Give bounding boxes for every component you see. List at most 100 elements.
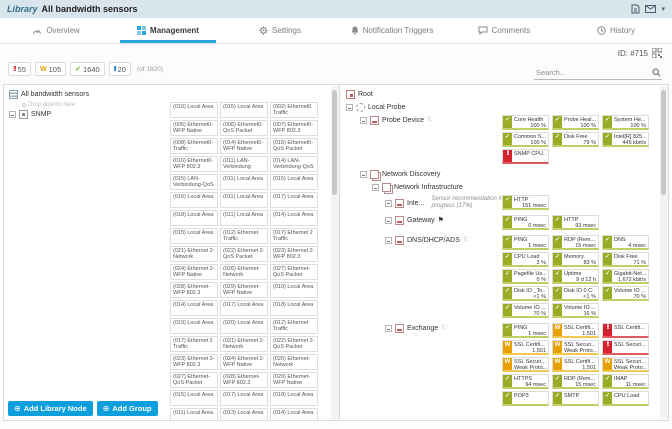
chevron-down-icon[interactable]: ▾ <box>661 5 665 13</box>
sensor-chip[interactable]: SSL Certifi... <box>602 323 649 338</box>
sensor-chip[interactable]: SSL Certifi... 1,501 <box>502 340 549 355</box>
sensor-chip[interactable]: Disk IO _To... <1 % <box>502 286 549 301</box>
linked-sensor-cell[interactable]: (024) Ethernet 2-WFP Native <box>220 354 268 370</box>
sensor-chip[interactable]: CPU Load 3 % <box>502 252 549 267</box>
sensor-chip[interactable]: PING 1 msec <box>502 323 549 338</box>
linked-sensor-cell[interactable]: (015) Local Area <box>270 174 318 190</box>
status-pill-warning[interactable]: W 105 <box>35 62 67 76</box>
sensor-chip[interactable]: System He... 100 % <box>602 115 649 130</box>
linked-sensor-cell[interactable]: (015) Local Area <box>220 102 268 118</box>
linked-sensor-cell[interactable]: (028) Ethernet-WFP 802.3 <box>170 282 218 298</box>
sensor-chip[interactable]: Disk IO 0 C: <1 % <box>552 286 599 301</box>
linked-sensor-cell[interactable]: (007) Ethernet0-WFP 802.3 <box>270 120 318 136</box>
sensor-chip[interactable]: Pagefile Us... 0 % <box>502 269 549 284</box>
sensor-chip[interactable]: Uptime 9 d 12 h <box>552 269 599 284</box>
tab-comments[interactable]: Comments <box>448 18 560 43</box>
linked-sensor-cell[interactable]: (023) Ethernet 2-WFP 802.3 <box>270 246 318 262</box>
linked-sensor-cell[interactable]: (014) Ethernet0-WFP Native <box>220 138 268 154</box>
library-root-node[interactable]: All bandwidth sensors <box>9 89 339 100</box>
left-scrollbar[interactable] <box>331 86 339 419</box>
linked-sensor-cell[interactable]: (006) Ethernet0-QoS Packet <box>220 120 268 136</box>
linked-sensor-cell[interactable]: (010) Local Area <box>270 282 318 298</box>
tab-notification-triggers[interactable]: Notification Triggers <box>336 18 448 43</box>
linked-sensor-cell[interactable]: (011) Local Area <box>170 408 218 420</box>
tab-management[interactable]: Management <box>112 18 224 43</box>
linked-sensor-cell[interactable]: (005) Ethernet0-WFP Native <box>170 120 218 136</box>
flag-icon[interactable] <box>441 325 447 332</box>
sensor-chip[interactable]: Disk Free 71 % <box>602 252 649 267</box>
drop-target-hint[interactable]: Drop objects here <box>9 100 339 109</box>
tree-node-label[interactable]: Local Probe <box>368 104 406 111</box>
linked-sensor-cell[interactable]: (024) Ethernet 2-WFP Native <box>170 264 218 280</box>
sensor-chip[interactable]: Common S... 100 % <box>502 132 549 147</box>
linked-sensor-cell[interactable]: (027) Ethernet-QoS Packet <box>270 264 318 280</box>
linked-sensor-cell[interactable]: (028) Ethernet-WFP 802.3 <box>220 372 268 388</box>
linked-sensor-cell[interactable]: (027) Ethernet-QoS Packet <box>170 372 218 388</box>
tree-node-label[interactable]: Root <box>358 91 373 98</box>
linked-sensor-cell[interactable]: (023) Ethernet 2-WFP 802.3 <box>170 354 218 370</box>
tree-node-label[interactable]: Probe Device <box>382 117 425 124</box>
add-group-button[interactable]: ⊕ Add Group <box>96 401 158 416</box>
sensor-chip[interactable]: HTTP 93 msec <box>552 215 599 230</box>
sensor-chip[interactable]: PING 0 msec <box>502 215 549 230</box>
sensor-chip[interactable]: Memory 83 % <box>552 252 599 267</box>
sensor-chip[interactable]: HTTP 151 msec <box>502 195 549 210</box>
tab-history[interactable]: History <box>560 18 672 43</box>
sensor-chip[interactable]: HTTPS 94 msec <box>502 374 549 389</box>
tree-node-label[interactable]: Exchange <box>407 325 439 332</box>
linked-sensor-cell[interactable]: (016) Local Area <box>170 192 218 208</box>
linked-sensor-cell[interactable]: (026) Ethernet-Network <box>220 264 268 280</box>
collapse-toggle-icon[interactable] <box>360 171 367 178</box>
linked-sensor-cell[interactable]: (002) Ethernet0 Traffic <box>270 102 318 118</box>
tab-settings[interactable]: Settings <box>224 18 336 43</box>
linked-sensor-cell[interactable]: (018) Local Area <box>270 300 318 316</box>
sensor-chip[interactable]: SSL Securi... <box>602 340 649 355</box>
library-node-snmp[interactable]: SNMP <box>9 109 339 120</box>
linked-sensor-cell[interactable]: (022) Ethernet 2-QoS Packet <box>270 336 318 352</box>
linked-sensor-cell[interactable]: (015) Ethernet0-QoS Packet <box>270 138 318 154</box>
sensor-chip[interactable]: SSL Securi... Weak Proto... <box>502 357 549 372</box>
flag-icon[interactable] <box>438 217 444 224</box>
linked-sensor-cell[interactable]: (026) Ethernet-Network <box>270 354 318 370</box>
status-pill-ok[interactable]: ✓ 1640 <box>70 62 105 76</box>
status-pill-paused[interactable]: II 20 <box>108 62 131 76</box>
linked-sensor-cell[interactable]: (015) Local Area <box>170 390 218 406</box>
collapse-toggle-icon[interactable] <box>385 325 392 332</box>
flag-icon[interactable] <box>427 117 433 124</box>
linked-sensor-cell[interactable]: (015) Local Area <box>170 228 218 244</box>
linked-sensor-cell[interactable]: (017) Local Area <box>270 192 318 208</box>
linked-sensor-cell[interactable]: (013) Local Area <box>220 408 268 420</box>
left-scrollbar-thumb[interactable] <box>332 90 337 195</box>
sensor-chip[interactable]: Gigabit-Net... 1,672 kbit/s <box>602 269 649 284</box>
sensor-chip[interactable]: Intel[R] 825... 445 kbit/s <box>602 132 649 147</box>
status-pill-error[interactable]: !! 55 <box>8 62 32 76</box>
collapse-toggle-icon[interactable] <box>9 111 16 118</box>
linked-sensor-cell[interactable]: (018) Local Area <box>270 390 318 406</box>
linked-sensor-cell[interactable]: (014) Local Area <box>170 300 218 316</box>
linked-sensor-cell[interactable]: (012) Ethernet Traffic <box>270 318 318 334</box>
tree-node-label[interactable]: Gateway <box>407 217 435 224</box>
collapse-toggle-icon[interactable] <box>385 237 392 244</box>
sensor-chip[interactable]: POP3 <box>502 391 549 406</box>
sensor-chip[interactable]: SSL Securi... Weak Proto... <box>602 357 649 372</box>
sensor-chip[interactable]: PING 1 msec <box>502 235 549 250</box>
linked-sensor-cell[interactable]: (008) Ethernet0-Traffic <box>170 138 218 154</box>
sensor-chip[interactable]: SSL Certifi... 1,501 <box>552 323 599 338</box>
sensor-chip[interactable]: RDP (Rem... 15 msec <box>552 374 599 389</box>
linked-sensor-cell[interactable]: (017) Ethernet 2 Traffic <box>170 336 218 352</box>
sensor-chip[interactable]: SMTP <box>552 391 599 406</box>
collapse-toggle-icon[interactable] <box>372 184 379 191</box>
sensor-chip[interactable]: CPU Load <box>602 391 649 406</box>
sensor-chip[interactable]: Volume IO ... 70 % <box>502 303 549 318</box>
sensor-chip[interactable]: Volume IO ... 70 % <box>602 286 649 301</box>
sensor-chip[interactable]: SSL Certifi... 1,501 <box>552 357 599 372</box>
collapse-toggle-icon[interactable] <box>385 217 392 224</box>
report-icon[interactable] <box>631 4 640 14</box>
tab-overview[interactable]: Overview <box>0 18 112 43</box>
linked-sensor-cell[interactable]: (016) Ethernet0-WFP 802.3 <box>170 156 218 172</box>
sensor-chip[interactable]: IMAP 11 msec <box>602 374 649 389</box>
sensor-chip[interactable]: DNS 4 msec <box>602 235 649 250</box>
search-input[interactable] <box>534 67 662 80</box>
sensor-chip[interactable]: Core Health 100 % <box>502 115 549 130</box>
linked-sensor-cell[interactable]: (021) Ethernet 2-Network <box>220 336 268 352</box>
